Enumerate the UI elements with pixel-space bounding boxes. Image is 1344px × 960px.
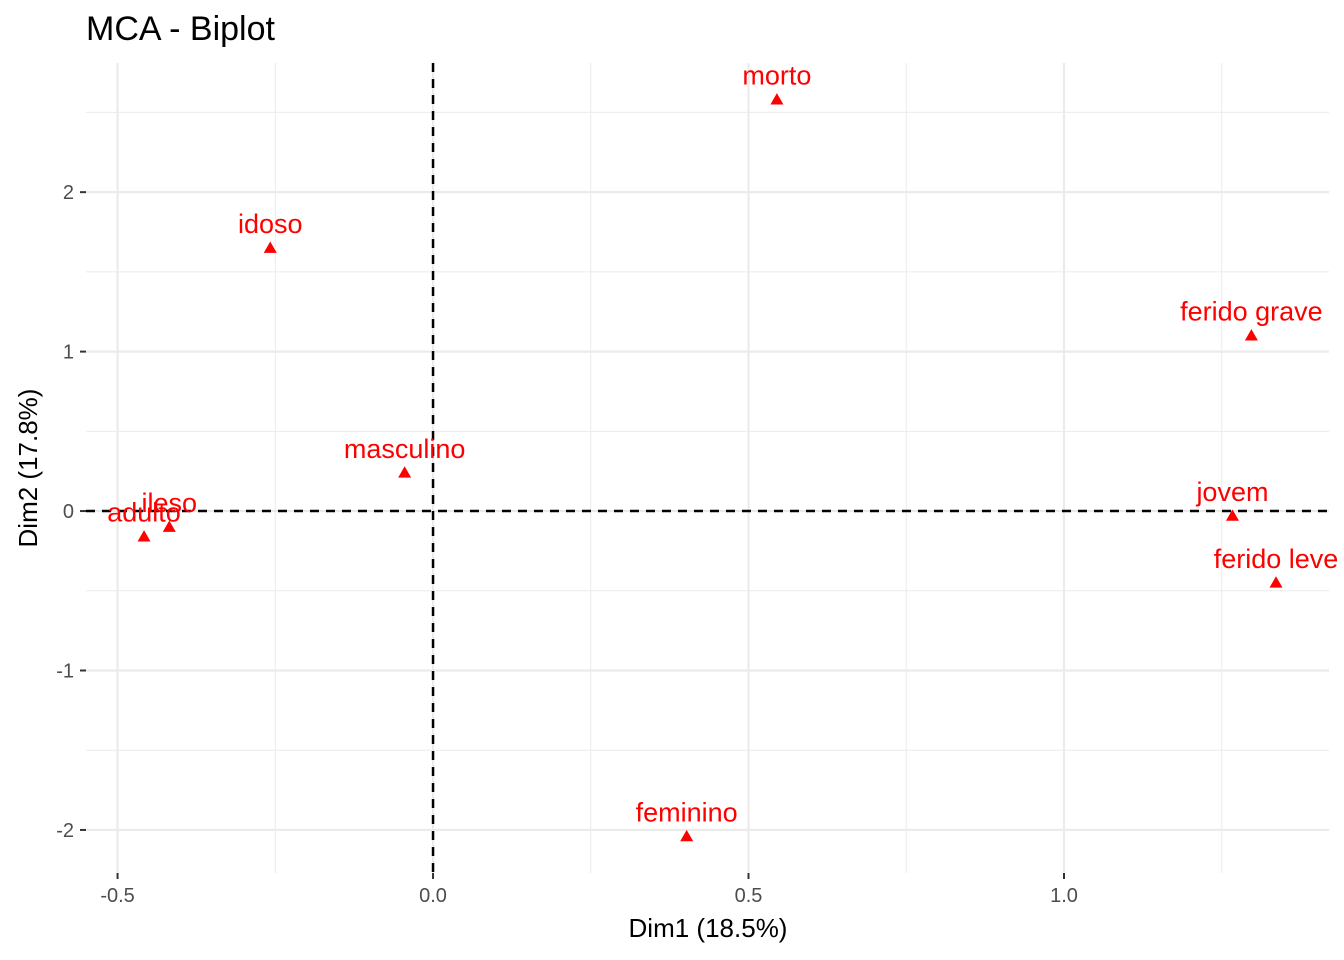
x-tick-label: 0.0	[419, 885, 447, 907]
chart-title: MCA - Biplot	[86, 10, 275, 48]
point-label: jovem	[1195, 477, 1268, 507]
point-label: idoso	[238, 209, 303, 239]
x-tick-label: 0.5	[735, 885, 763, 907]
x-axis-ticks: -0.5 0.0 0.5 1.0	[100, 873, 1078, 907]
point-marker	[263, 241, 277, 253]
point-marker	[1225, 509, 1239, 521]
data-points: morto idoso ferido grave masculino ilesoadul…	[107, 61, 1338, 842]
y-tick-label: 0	[63, 501, 74, 523]
y-tick-label: -1	[56, 661, 74, 683]
y-axis-title: Dim2 (17.8%)	[13, 389, 43, 548]
point-marker	[398, 466, 412, 478]
point-marker	[162, 520, 176, 532]
point-label: feminino	[636, 797, 738, 827]
point-label: masculino	[344, 434, 466, 464]
major-gridlines	[86, 63, 1329, 873]
x-tick-label: -0.5	[100, 885, 134, 907]
x-tick-label: 1.0	[1050, 885, 1078, 907]
x-axis-title: Dim1 (18.5%)	[629, 913, 788, 943]
y-tick-label: 2	[63, 182, 74, 204]
point-label: ileso	[142, 488, 198, 518]
y-tick-label: 1	[63, 342, 74, 364]
point-marker	[1244, 329, 1258, 341]
point-label: ferido leve	[1214, 544, 1339, 574]
point-label: morto	[742, 61, 811, 91]
minor-gridlines	[86, 63, 1329, 873]
point-marker	[1269, 576, 1283, 588]
y-axis-ticks: -2 -1 0 1 2	[56, 182, 86, 842]
point-label: ferido grave	[1180, 297, 1323, 327]
y-tick-label: -2	[56, 820, 74, 842]
point-marker	[680, 829, 694, 842]
point-marker	[137, 530, 151, 542]
point-label: adulto	[107, 498, 181, 528]
reference-lines	[86, 63, 1329, 873]
point-marker	[770, 93, 784, 105]
